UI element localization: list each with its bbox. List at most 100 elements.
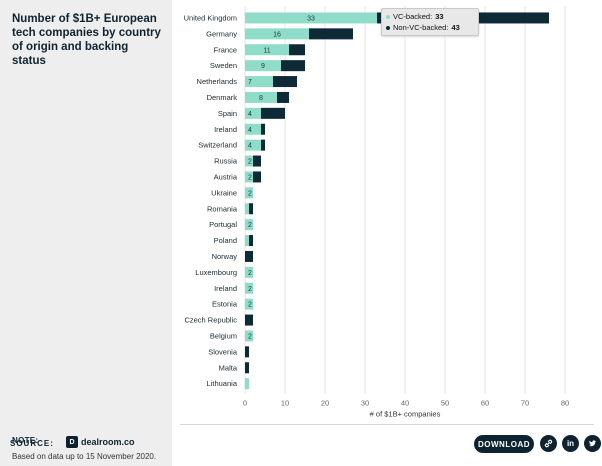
- non-vc-legend-dot-icon: [386, 25, 390, 30]
- category-label: France: [214, 45, 237, 54]
- bar-vc-backed: [245, 378, 249, 390]
- bar-vc-backed: [245, 219, 253, 231]
- bar-non-vc-backed: [253, 171, 261, 183]
- data-label: 2: [248, 333, 252, 340]
- data-label: 4: [248, 127, 252, 134]
- category-label: Netherlands: [197, 77, 238, 86]
- download-button[interactable]: DOWNLOAD: [474, 435, 534, 453]
- category-label: Czech Republic: [184, 316, 237, 325]
- x-tick-label: 0: [243, 399, 247, 408]
- x-tick-label: 70: [521, 399, 529, 408]
- category-label: Slovenia: [208, 347, 238, 356]
- category-label: Switzerland: [198, 141, 237, 150]
- bar-non-vc-backed: [309, 28, 353, 40]
- category-label: Estonia: [212, 300, 238, 309]
- category-label: Spain: [218, 109, 237, 118]
- bar-non-vc-backed: [245, 362, 249, 374]
- category-label: Portugal: [209, 220, 237, 229]
- category-label: Ireland: [214, 125, 237, 134]
- bar-vc-backed: [245, 123, 261, 135]
- bar-vc-backed: [245, 266, 253, 278]
- bar-non-vc-backed: [273, 76, 297, 88]
- data-label: 8: [259, 95, 263, 102]
- vc-legend-dot-icon: [386, 14, 390, 19]
- tooltip-vc-value: 33: [435, 12, 444, 21]
- bar-vc-backed: [245, 60, 281, 72]
- bar-vc-backed: [245, 139, 261, 151]
- tooltip-non-vc-label: Non-VC-backed:: [393, 23, 449, 32]
- bar-non-vc-backed: [249, 203, 253, 215]
- bar-vc-backed: [245, 298, 253, 310]
- bar-non-vc-backed: [245, 250, 253, 262]
- data-label: 2: [248, 222, 252, 229]
- bar-vc-backed: [245, 28, 309, 40]
- x-tick-label: 30: [361, 399, 369, 408]
- category-label: Lithuania: [207, 379, 238, 388]
- category-label: Belgium: [210, 331, 237, 340]
- source-link[interactable]: D dealroom.co: [66, 436, 135, 448]
- linkedin-icon[interactable]: in: [562, 435, 579, 452]
- chart-title: Number of $1B+ European tech companies b…: [12, 13, 161, 67]
- bar-vc-backed: [245, 171, 253, 183]
- tooltip-row-vc: VC-backed: 33: [386, 12, 444, 21]
- data-label: 4: [248, 143, 252, 150]
- source-label: SOURCE:: [10, 439, 54, 448]
- category-label: Russia: [214, 157, 238, 166]
- category-label: Austria: [214, 172, 238, 181]
- source-name: dealroom.co: [81, 437, 135, 447]
- data-label: 9: [261, 63, 265, 70]
- link-icon[interactable]: [540, 435, 557, 452]
- bar-non-vc-backed: [289, 44, 305, 56]
- data-label: 2: [248, 286, 252, 293]
- footer: [172, 420, 602, 466]
- data-label: 33: [307, 15, 315, 22]
- twitter-icon[interactable]: [584, 435, 601, 452]
- bar-non-vc-backed: [277, 91, 289, 103]
- x-tick-label: 50: [441, 399, 449, 408]
- bar-vc-backed: [245, 76, 273, 88]
- bar-vc-backed: [245, 187, 253, 199]
- x-tick-label: 60: [481, 399, 489, 408]
- bar-non-vc-backed: [253, 155, 261, 167]
- bar-vc-backed: [245, 330, 253, 342]
- bar-chart: 0 10 20 30 40 50 60 70 80 # of $1B+ companies Unit…: [184, 6, 569, 419]
- x-tick-label: 20: [321, 399, 329, 408]
- data-label: 2: [248, 174, 252, 181]
- chart-area: 0 10 20 30 40 50 60 70 80 # of $1B+ companies Unit…: [172, 0, 602, 420]
- bar-non-vc-backed: [261, 107, 285, 119]
- data-label: 2: [248, 302, 252, 309]
- bar-vc-backed: [245, 203, 249, 215]
- bar-non-vc-backed: [249, 235, 253, 247]
- data-label: 2: [248, 270, 252, 277]
- data-label: 16: [273, 31, 281, 38]
- data-label: 2: [248, 159, 252, 166]
- data-label: 4: [248, 111, 252, 118]
- tooltip-vc-label: VC-backed:: [393, 12, 433, 21]
- bar-non-vc-backed: [261, 123, 265, 135]
- bar-vc-backed: [245, 44, 289, 56]
- x-tick-label: 80: [561, 399, 569, 408]
- category-label: Ireland: [214, 284, 237, 293]
- dealroom-logo-icon: D: [66, 436, 78, 448]
- bar-non-vc-backed: [261, 139, 265, 151]
- category-label: Romania: [207, 204, 238, 213]
- category-label: Denmark: [207, 93, 238, 102]
- bar-vc-backed: [245, 91, 277, 103]
- bar-non-vc-backed: [245, 314, 253, 326]
- category-label: Sweden: [210, 61, 237, 70]
- bar-vc-backed: [245, 12, 377, 24]
- bar-vc-backed: [245, 235, 249, 247]
- chart-tooltip: VC-backed: 33 Non-VC-backed: 43: [381, 8, 479, 36]
- note-text: Based on data up to 15 November 2020.: [12, 452, 157, 461]
- category-label: United Kingdom: [184, 13, 237, 22]
- category-label: Ukraine: [211, 188, 237, 197]
- footer-divider: [180, 424, 594, 425]
- data-label: 2: [248, 190, 252, 197]
- bar-vc-backed: [245, 107, 261, 119]
- bar-non-vc-backed: [245, 346, 249, 358]
- bar-non-vc-backed: [281, 60, 305, 72]
- linkedin-glyph: in: [566, 439, 575, 448]
- x-tick-label: 40: [401, 399, 409, 408]
- category-label: Malta: [219, 363, 238, 372]
- category-label: Norway: [212, 252, 238, 261]
